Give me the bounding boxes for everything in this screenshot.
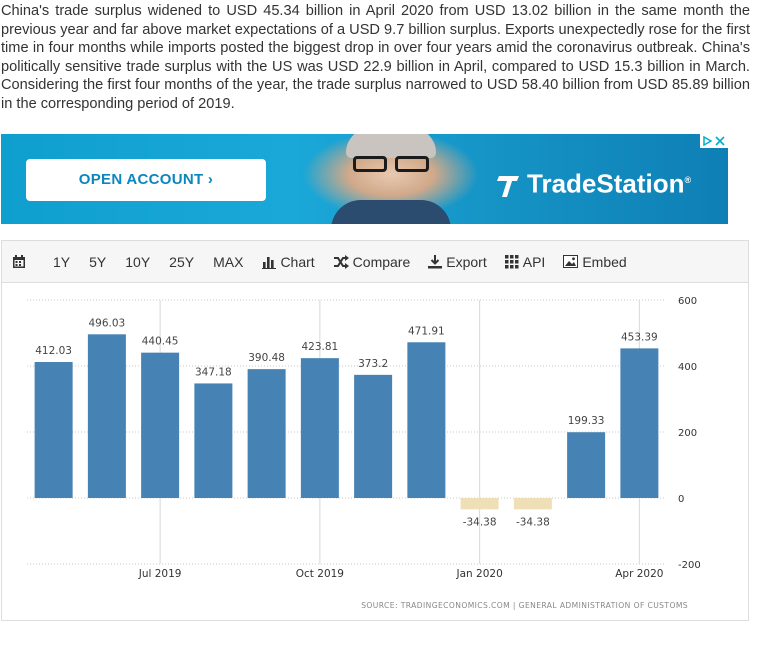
embed-button-label: Embed — [582, 253, 627, 270]
bar-value-label: 440.45 — [142, 336, 179, 348]
trade-balance-chart: 412.03 496.03 440.45 347.18 390.48 423.81 373.… — [27, 296, 701, 610]
bar[interactable] — [567, 432, 606, 498]
compare-button-label: Compare — [352, 253, 411, 270]
range-1y-button[interactable]: 1Y — [39, 241, 79, 282]
y-tick-label: 0 — [678, 494, 684, 505]
bar[interactable] — [513, 498, 552, 510]
compare-button[interactable]: Compare — [324, 241, 420, 282]
bar[interactable] — [460, 498, 499, 510]
open-account-button[interactable]: OPEN ACCOUNT › — [26, 159, 266, 201]
y-tick-label: 200 — [678, 428, 697, 439]
download-icon — [428, 254, 443, 268]
y-tick-label: 400 — [678, 362, 697, 373]
ad-brand-mark: ® — [684, 175, 692, 185]
bar[interactable] — [407, 342, 446, 498]
api-button-label: API — [522, 253, 546, 270]
chart-button-label: Chart — [280, 253, 315, 270]
x-tick-label: Apr 2020 — [615, 568, 663, 580]
article-paragraph: China's trade surplus widened to USD 45.… — [1, 3, 750, 112]
bar-value-label: 347.18 — [195, 366, 232, 378]
y-tick-label: -200 — [678, 560, 701, 571]
bar[interactable] — [300, 358, 339, 498]
embed-button[interactable]: Embed — [554, 241, 635, 282]
bar-value-label: 453.39 — [621, 331, 658, 343]
tradestation-ad-banner[interactable]: OPEN ACCOUNT › TradeStation® — [1, 134, 728, 224]
bar[interactable] — [34, 362, 73, 498]
range-25y-label: 25Y — [169, 253, 195, 270]
bar[interactable] — [87, 334, 126, 498]
bar[interactable] — [354, 374, 393, 498]
bar-value-label: 373.2 — [358, 358, 388, 370]
chart-widget: 1Y 5Y 10Y 25Y MAX Chart Compare Export A… — [1, 240, 749, 621]
range-25y-button[interactable]: 25Y — [159, 241, 203, 282]
bar-value-label: -34.38 — [463, 516, 497, 528]
ad-choices-icon[interactable] — [700, 134, 728, 148]
range-1y-label: 1Y — [53, 253, 71, 270]
tradestation-logo: TradeStation® — [497, 162, 692, 199]
calendar-icon[interactable] — [2, 241, 39, 282]
bar[interactable] — [620, 348, 659, 498]
bar-value-label: 412.03 — [35, 345, 72, 357]
bar-value-label: -34.38 — [516, 516, 550, 528]
bar-chart-icon — [262, 256, 277, 269]
x-tick-label: Jul 2019 — [138, 568, 182, 580]
range-max-label: MAX — [213, 253, 244, 270]
grid-icon — [504, 254, 519, 268]
ad-brand-name: TradeStation — [527, 168, 685, 199]
bar-value-label: 471.91 — [408, 325, 445, 337]
chart-button[interactable]: Chart — [252, 241, 323, 282]
y-tick-label: 600 — [678, 296, 697, 307]
image-icon — [563, 255, 579, 268]
bar-value-label: 199.33 — [568, 415, 605, 427]
tradestation-icon — [497, 175, 519, 197]
shuffle-icon — [333, 254, 349, 269]
chart-toolbar: 1Y 5Y 10Y 25Y MAX Chart Compare Export A… — [2, 241, 748, 283]
bar[interactable] — [247, 369, 286, 498]
range-max-button[interactable]: MAX — [203, 241, 252, 282]
export-button-label: Export — [446, 253, 487, 270]
chart-source: SOURCE: TRADINGECONOMICS.COM | GENERAL A… — [361, 601, 688, 610]
export-button[interactable]: Export — [419, 241, 495, 282]
x-tick-label: Jan 2020 — [456, 568, 503, 580]
api-button[interactable]: API — [496, 241, 555, 282]
x-tick-label: Oct 2019 — [296, 568, 344, 580]
bar-value-label: 423.81 — [302, 341, 339, 353]
bar-value-label: 390.48 — [248, 352, 285, 364]
ad-person-photo — [291, 134, 491, 224]
range-10y-button[interactable]: 10Y — [115, 241, 159, 282]
range-10y-label: 10Y — [125, 253, 151, 270]
bar[interactable] — [141, 352, 180, 498]
bar-value-label: 496.03 — [89, 317, 126, 329]
range-5y-button[interactable]: 5Y — [79, 241, 115, 282]
bar[interactable] — [194, 383, 233, 498]
range-5y-label: 5Y — [89, 253, 107, 270]
